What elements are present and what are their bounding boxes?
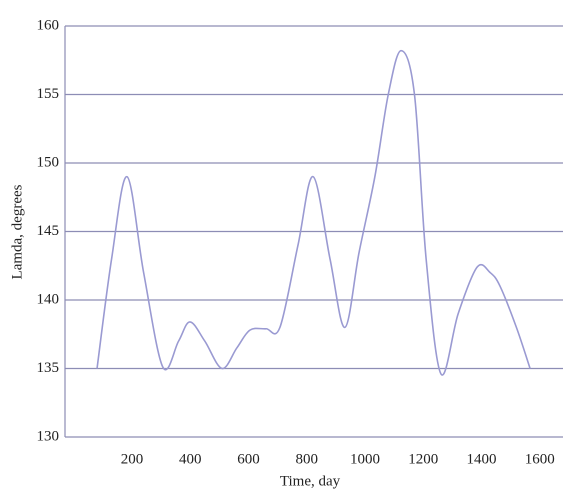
y-tick-label: 155 [37, 86, 60, 102]
y-tick-label: 130 [37, 428, 60, 444]
y-axis-label: Lamda, degrees [9, 184, 25, 279]
x-tick-label: 1000 [350, 451, 380, 467]
y-tick-label: 160 [37, 17, 60, 33]
line [96, 49, 531, 376]
x-tick-label: 1600 [525, 451, 555, 467]
x-tick-label: 200 [121, 451, 144, 467]
x-tick-label: 400 [179, 451, 202, 467]
x-axis-label: Time, day [280, 473, 341, 489]
x-tick-label: 1400 [466, 451, 496, 467]
x-tick-label: 1200 [408, 451, 438, 467]
x-tick-label: 600 [237, 451, 260, 467]
y-tick-label: 150 [37, 154, 60, 170]
y-tick-label: 140 [37, 291, 60, 307]
x-tick-label: 800 [295, 451, 318, 467]
y-tick-label: 135 [37, 360, 60, 376]
y-tick-label: 145 [37, 223, 60, 239]
